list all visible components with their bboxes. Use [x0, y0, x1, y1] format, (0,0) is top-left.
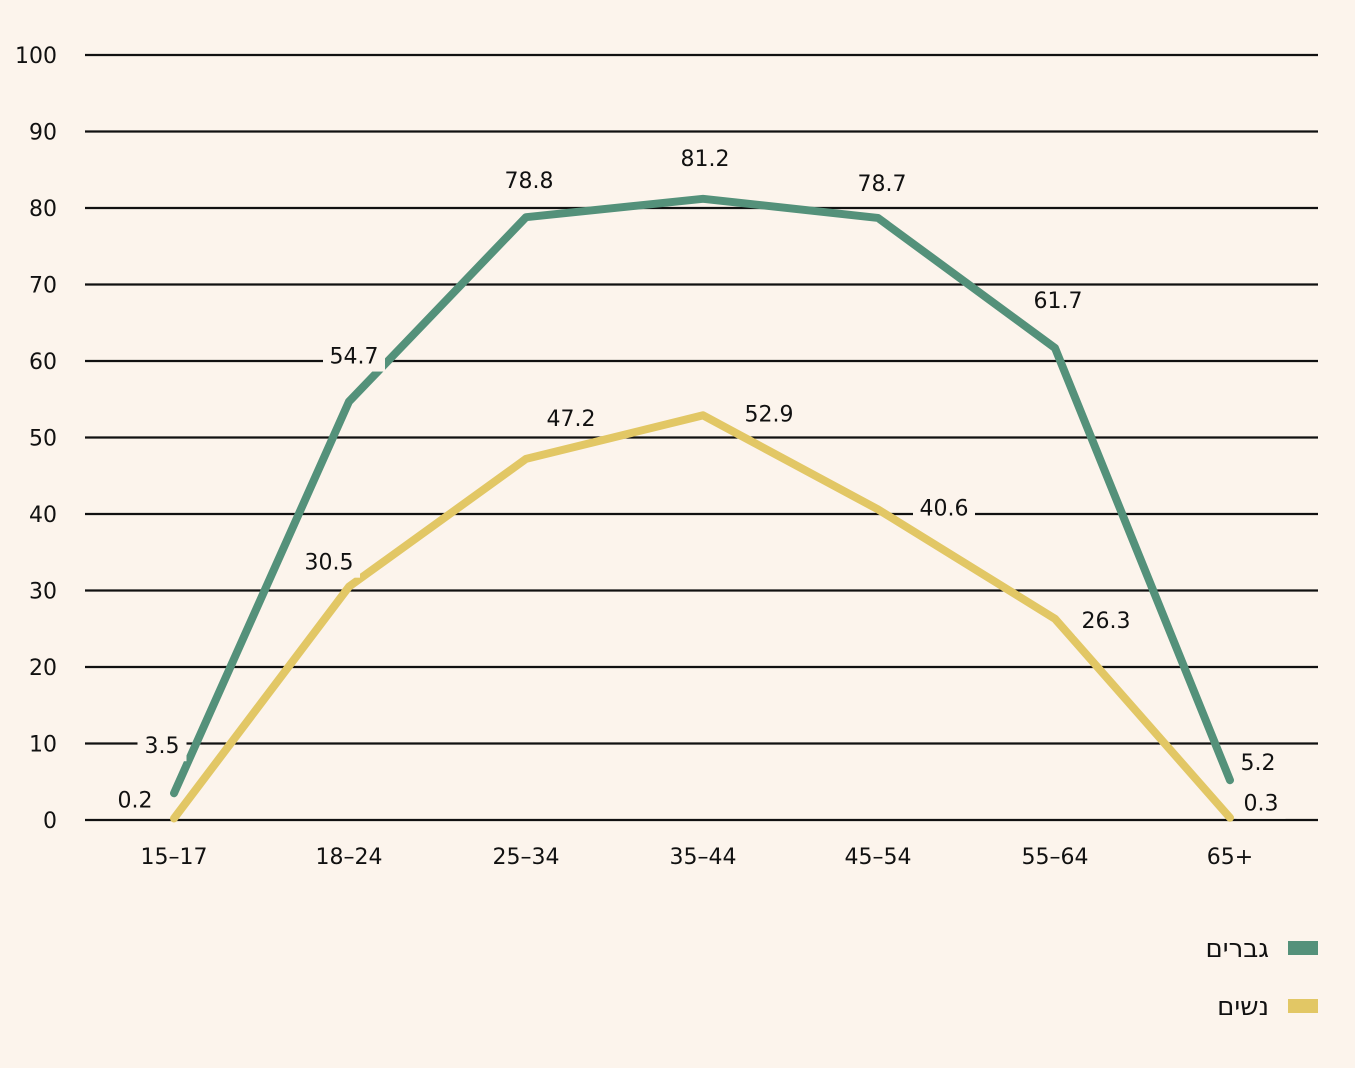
data-label: 54.7 — [330, 345, 379, 370]
data-label: 78.8 — [505, 169, 554, 194]
y-tick-label: 0 — [43, 809, 57, 834]
data-label-bg — [1027, 287, 1089, 316]
x-tick-label: 55–64 — [1022, 845, 1089, 870]
data-label: 0.2 — [118, 788, 153, 813]
data-label-bg — [1233, 750, 1283, 779]
y-tick-label: 20 — [29, 656, 57, 681]
data-label: 0.3 — [1244, 792, 1279, 817]
series-lines — [170, 194, 1234, 823]
y-tick-label: 40 — [29, 503, 57, 528]
y-tick-label: 80 — [29, 197, 57, 222]
x-tick-label: 15–17 — [141, 845, 208, 870]
data-label-bg — [1236, 790, 1286, 819]
data-label-bg — [498, 168, 560, 197]
data-labels: 3.5 54.7 78.8 81.2 78.7 61.7 5.2 0.2 30.5 47.2 52.… — [110, 145, 1286, 819]
y-tick-label: 30 — [29, 580, 57, 605]
x-tick-label: 45–54 — [845, 845, 912, 870]
legend-label: נשים — [1217, 992, 1269, 1022]
data-label-bg — [323, 343, 385, 372]
data-label: 40.6 — [920, 496, 969, 521]
y-tick-label: 50 — [29, 427, 57, 452]
legend-swatch — [1288, 999, 1318, 1013]
data-label-bg — [137, 733, 187, 762]
y-tick-label: 60 — [29, 350, 57, 375]
data-label-bg — [674, 145, 736, 174]
x-tick-label: 65+ — [1207, 845, 1253, 870]
data-label-bg — [110, 787, 160, 816]
data-label: 3.5 — [145, 734, 180, 759]
data-label-bg — [738, 401, 800, 430]
data-label: 26.3 — [1082, 609, 1131, 634]
data-label: 30.5 — [305, 551, 354, 576]
legend: גברים נשים — [1206, 934, 1318, 1022]
y-tick-label: 70 — [29, 274, 57, 299]
data-label: 5.2 — [1241, 751, 1276, 776]
x-tick-label: 18–24 — [316, 845, 383, 870]
data-label-bg — [298, 549, 360, 578]
y-tick-label: 100 — [15, 44, 57, 69]
data-label-bg — [851, 170, 913, 199]
y-tick-label: 10 — [29, 733, 57, 758]
data-label-bg — [913, 495, 975, 524]
data-label-bg — [1075, 607, 1137, 636]
data-label: 47.2 — [547, 407, 596, 432]
data-label-bg — [540, 405, 602, 434]
data-label: 81.2 — [681, 147, 730, 172]
data-label: 52.9 — [745, 402, 794, 427]
y-axis: 0 10 20 30 40 50 60 70 80 90 100 — [15, 44, 57, 834]
x-tick-label: 35–44 — [670, 845, 737, 870]
legend-label: גברים — [1206, 934, 1270, 964]
data-label: 61.7 — [1034, 289, 1083, 314]
series-line — [170, 194, 1234, 798]
y-tick-label: 90 — [29, 121, 57, 146]
series-line — [170, 411, 1234, 823]
legend-swatch — [1288, 941, 1318, 955]
data-label: 78.7 — [858, 172, 907, 197]
x-tick-label: 25–34 — [493, 845, 560, 870]
x-axis: 15–17 18–24 25–34 35–44 45–54 55–64 65+ — [141, 845, 1254, 870]
